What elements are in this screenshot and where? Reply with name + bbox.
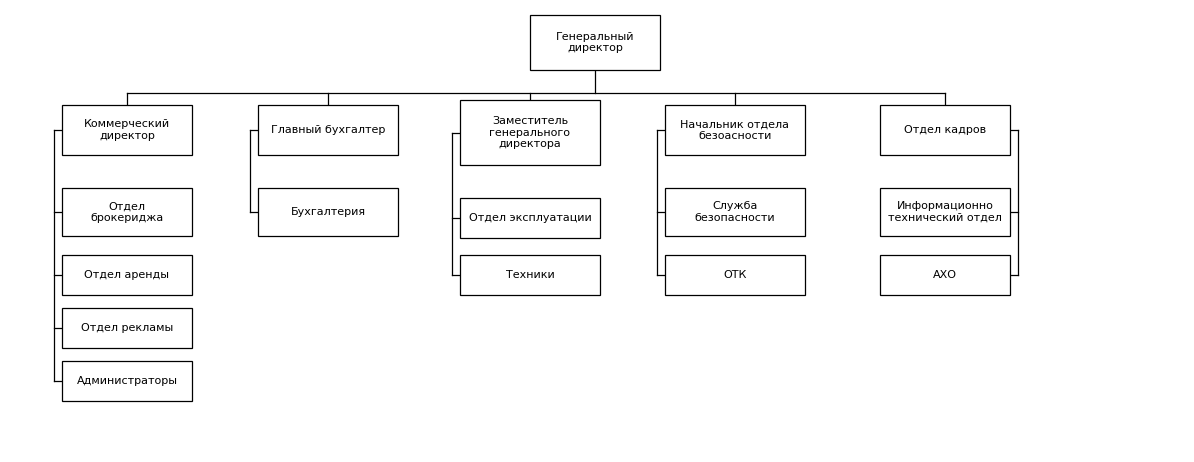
FancyBboxPatch shape [62, 255, 192, 295]
Text: Отдел кадров: Отдел кадров [904, 125, 986, 135]
Text: АХО: АХО [933, 270, 958, 280]
FancyBboxPatch shape [880, 255, 1010, 295]
FancyBboxPatch shape [665, 188, 805, 236]
FancyBboxPatch shape [880, 105, 1010, 155]
Text: Главный бухгалтер: Главный бухгалтер [271, 125, 386, 135]
Text: Отдел аренды: Отдел аренды [85, 270, 170, 280]
FancyBboxPatch shape [62, 105, 192, 155]
Text: Техники: Техники [505, 270, 554, 280]
FancyBboxPatch shape [258, 105, 398, 155]
FancyBboxPatch shape [460, 255, 601, 295]
Text: Генеральный
директор: Генеральный директор [555, 32, 634, 53]
Text: Отдел
брокериджа: Отдел брокериджа [91, 201, 164, 223]
FancyBboxPatch shape [62, 361, 192, 401]
FancyBboxPatch shape [460, 100, 601, 165]
FancyBboxPatch shape [258, 188, 398, 236]
FancyBboxPatch shape [880, 188, 1010, 236]
Text: Администраторы: Администраторы [76, 376, 178, 386]
FancyBboxPatch shape [665, 105, 805, 155]
Text: Коммерческий
директор: Коммерческий директор [84, 119, 170, 141]
Text: Отдел рекламы: Отдел рекламы [81, 323, 173, 333]
FancyBboxPatch shape [62, 188, 192, 236]
Text: ОТК: ОТК [724, 270, 746, 280]
FancyBboxPatch shape [460, 198, 601, 238]
Text: Служба
безопасности: Служба безопасности [695, 201, 775, 223]
FancyBboxPatch shape [62, 308, 192, 348]
Text: Заместитель
генерального
директора: Заместитель генерального директора [490, 116, 571, 149]
FancyBboxPatch shape [665, 255, 805, 295]
Text: Отдел эксплуатации: Отдел эксплуатации [468, 213, 591, 223]
Text: Бухгалтерия: Бухгалтерия [290, 207, 365, 217]
Text: Информационно
технический отдел: Информационно технический отдел [888, 201, 1002, 223]
FancyBboxPatch shape [530, 15, 660, 70]
Text: Начальник отдела
безоасности: Начальник отдела безоасности [681, 119, 789, 141]
